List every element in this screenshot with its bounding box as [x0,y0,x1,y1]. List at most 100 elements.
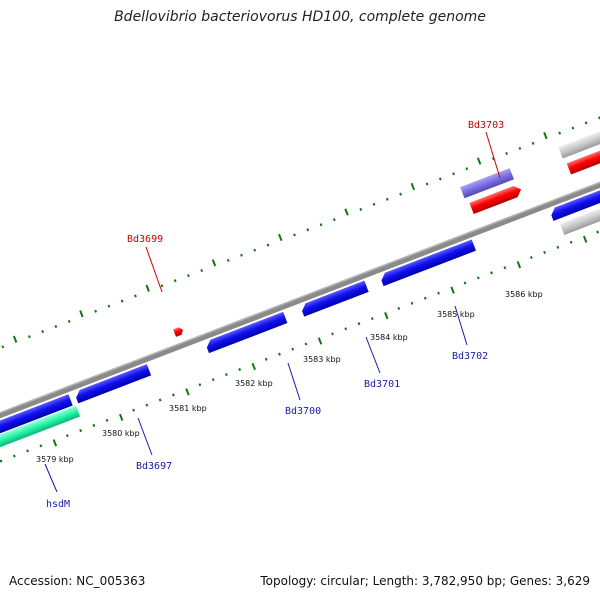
gene-teal-left [0,405,81,465]
minor-tick [410,301,414,305]
gene-blue-left [0,394,73,453]
minor-tick [293,233,296,237]
minor-tick [94,309,98,313]
minor-tick [596,230,600,234]
topology-text: Topology: circular; Length: 3,782,950 bp… [260,574,590,588]
minor-tick [357,322,361,326]
minor-tick [266,243,270,247]
minor-tick [423,296,427,300]
gene-bd3703-lower [469,185,522,215]
minor-tick [65,434,69,438]
scale-label: 3584 kbp [370,333,408,342]
minor-tick [264,357,268,361]
major-tick [79,310,84,318]
minor-tick [145,403,149,407]
major-tick [543,132,548,140]
gene-gray-right-lower [559,191,600,235]
gene-bd3702 [381,239,477,287]
accession-text: Accession: NC_005363 [9,574,146,588]
minor-tick [569,240,573,244]
minor-tick [198,383,202,387]
major-tick [185,388,190,396]
gene-label-bd3697[interactable]: Bd3697 [136,461,172,472]
gene-label-hsdm[interactable]: hsdM [46,499,70,510]
gene-label-bd3702[interactable]: Bd3702 [452,351,488,362]
minor-tick [437,291,440,295]
scale-label: 3586 kbp [505,290,543,299]
minor-tick [253,248,257,252]
minor-tick [529,255,533,260]
gene-bd3700 [206,311,288,354]
scale-label: 3581 kbp [169,404,207,413]
gene-label-bd3703[interactable]: Bd3703 [468,120,504,131]
scale-label: 3582 kbp [235,379,273,388]
minor-tick [304,342,308,346]
map-title: Bdellovibrio bacteriovorus HD100, comple… [114,9,486,25]
minor-tick [476,276,480,280]
minor-tick [584,121,588,125]
gene-bd3699 [173,327,183,337]
minor-tick [278,352,281,356]
major-tick [52,439,58,447]
gene-labels: hsdM Bd3697 Bd3699 Bd3700 Bd3701 Bd3702 … [46,120,504,510]
minor-tick [359,207,363,211]
scale-label: 3579 kbp [36,455,74,464]
major-tick [12,335,18,343]
minor-tick [200,268,204,273]
minor-tick [238,367,242,372]
minor-tick [319,223,323,227]
minor-tick [158,398,162,402]
major-tick [344,208,349,216]
minor-tick [452,172,455,176]
major-tick [118,413,124,422]
minor-tick [399,192,402,196]
minor-tick [132,408,136,412]
minor-tick [107,304,111,308]
gene-bd3703-upper [460,168,514,199]
gene-label-bd3700[interactable]: Bd3700 [285,406,321,417]
minor-tick [211,378,215,382]
gene-gray-right-upper [558,124,600,159]
minor-tick [187,274,190,278]
minor-tick [291,347,295,351]
minor-tick [92,423,96,427]
minor-tick [558,131,562,135]
minor-tick [332,218,336,222]
major-tick [450,286,455,294]
minor-tick [105,418,109,422]
minor-tick [172,393,175,397]
gene-label-bd3701[interactable]: Bd3701 [364,379,400,390]
minor-tick [503,266,507,270]
minor-tick [1,345,5,349]
gene-blue-right [551,175,600,221]
minor-tick [27,335,31,339]
minor-tick [173,279,177,283]
major-tick [582,235,588,243]
minor-tick [531,141,535,145]
lower-scale-ticks [0,230,600,463]
major-tick [410,182,416,191]
major-tick [278,233,283,242]
minor-tick [571,126,575,130]
scale-labels: 3579 kbp 3580 kbp 3581 kbp 3582 kbp 3583… [36,290,543,464]
minor-tick [385,197,389,201]
gene-bd3701 [302,280,369,317]
minor-tick [39,444,43,448]
minor-tick [438,177,442,181]
major-tick [384,311,389,320]
gene-bd3697 [76,364,152,404]
major-tick [251,362,256,371]
genome-track [0,116,600,465]
major-tick [476,157,482,165]
scale-label: 3580 kbp [102,429,140,438]
major-tick [145,284,150,292]
minor-tick [240,253,243,257]
gene-label-bd3699[interactable]: Bd3699 [127,234,163,245]
minor-tick [331,332,334,336]
minor-tick [397,306,401,310]
minor-tick [518,146,522,150]
minor-tick [465,167,469,171]
major-tick [516,261,522,269]
minor-tick [26,449,29,453]
